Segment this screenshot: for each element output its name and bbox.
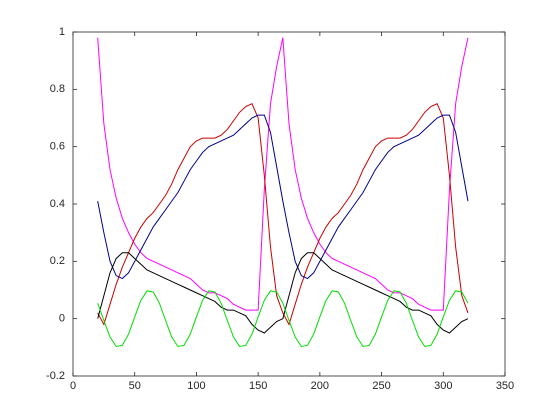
x-tick-label: 250: [372, 380, 390, 392]
y-tick-label: 0.2: [50, 255, 65, 267]
y-tick-label: -0.2: [46, 370, 65, 382]
x-tick-label: 0: [70, 380, 76, 392]
x-tick-label: 50: [129, 380, 141, 392]
y-tick-label: 1: [59, 26, 65, 38]
data-line: [97, 114, 469, 280]
data-line: [97, 252, 469, 334]
data-line: [97, 37, 469, 311]
x-tick-label: 100: [187, 380, 205, 392]
x-tick-label: 150: [249, 380, 267, 392]
y-tick-label: 0.6: [50, 141, 65, 153]
x-tick-label: 200: [311, 380, 329, 392]
y-tick-label: 0.8: [50, 83, 65, 95]
y-tick-label: 0.4: [50, 198, 65, 210]
y-tick-label: 0: [59, 313, 65, 325]
x-tick-label: 350: [496, 380, 514, 392]
data-line: [97, 290, 469, 348]
data-line: [97, 103, 469, 326]
x-tick-label: 300: [434, 380, 452, 392]
